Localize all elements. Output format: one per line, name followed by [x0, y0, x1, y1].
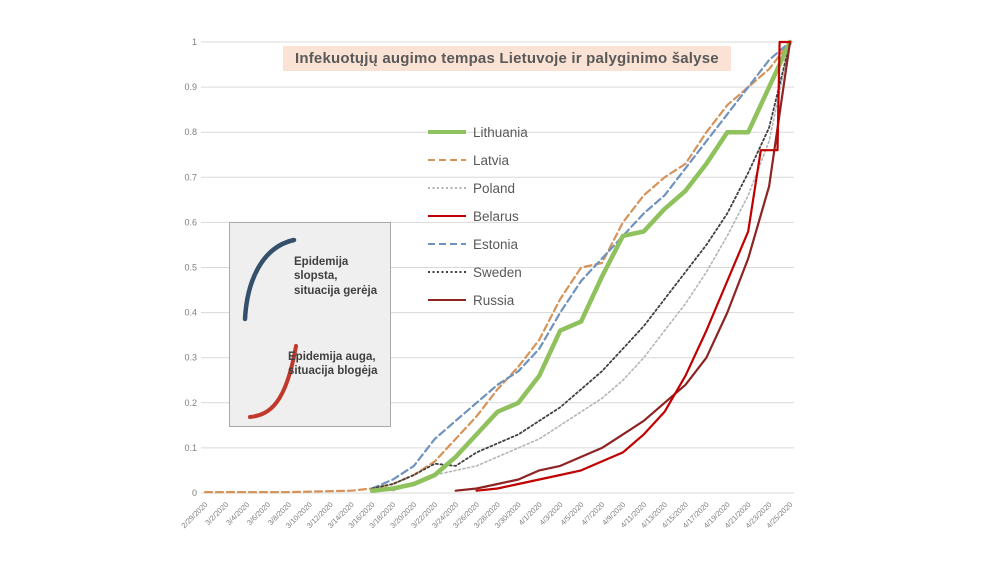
lithuania-line-swatch [428, 129, 466, 135]
series-line-belarus [475, 40, 792, 492]
belarus-line-swatch [428, 214, 466, 218]
x-tick-label: 2/29/2020 [179, 500, 209, 530]
latvia-line-swatch [428, 158, 466, 162]
y-tick-label: 0.9 [184, 82, 197, 92]
legend-label: Belarus [473, 208, 519, 224]
chart-legend: Lithuania Latvia Poland Belarus Estonia … [428, 118, 528, 314]
series-line-lithuania [369, 39, 793, 493]
legend-label: Latvia [473, 152, 510, 168]
legend-item-lithuania: Lithuania [428, 118, 528, 146]
russia-line-swatch [428, 298, 466, 302]
y-tick-label: 1 [192, 37, 197, 47]
epidemic-growing-curve-icon [248, 344, 298, 419]
series-line-latvia [203, 40, 792, 494]
sweden-line-swatch [428, 270, 466, 274]
estonia-line-swatch [428, 242, 466, 246]
series-line-russia [454, 40, 792, 492]
epidemic-trend-inset: Epidemija slopsta, situacija gerėja Epid… [229, 222, 391, 427]
legend-item-latvia: Latvia [428, 146, 528, 174]
epidemic-growing-text: Epidemija auga, situacija blogėja [288, 351, 378, 378]
y-tick-label: 0.1 [184, 443, 197, 453]
y-tick-label: 0.2 [184, 398, 197, 408]
series-line-poland [392, 41, 791, 492]
y-tick-label: 0.4 [184, 308, 197, 318]
legend-label: Lithuania [473, 124, 528, 140]
y-tick-label: 0.6 [184, 217, 197, 227]
legend-label: Poland [473, 180, 516, 196]
y-tick-label: 0.5 [184, 263, 197, 273]
legend-item-sweden: Sweden [428, 258, 528, 286]
legend-item-russia: Russia [428, 286, 528, 314]
series-line-sweden [371, 41, 791, 490]
y-tick-label: 0.3 [184, 353, 197, 363]
legend-item-estonia: Estonia [428, 230, 528, 258]
legend-label: Russia [473, 292, 515, 308]
legend-item-poland: Poland [428, 174, 528, 202]
poland-line-swatch [428, 186, 466, 190]
epidemic-slowing-text: Epidemija slopsta, situacija gerėja [294, 256, 378, 297]
legend-label: Sweden [473, 264, 522, 280]
epidemic-slowing-curve-icon [242, 237, 297, 322]
series-line-estonia [371, 40, 792, 490]
y-tick-label: 0.7 [184, 172, 197, 182]
y-tick-label: 0 [192, 488, 197, 498]
legend-label: Estonia [473, 236, 519, 252]
y-tick-label: 0.8 [184, 127, 197, 137]
legend-item-belarus: Belarus [428, 202, 528, 230]
chart-title: Infekuotųjų augimo tempas Lietuvoje ir p… [283, 46, 731, 71]
